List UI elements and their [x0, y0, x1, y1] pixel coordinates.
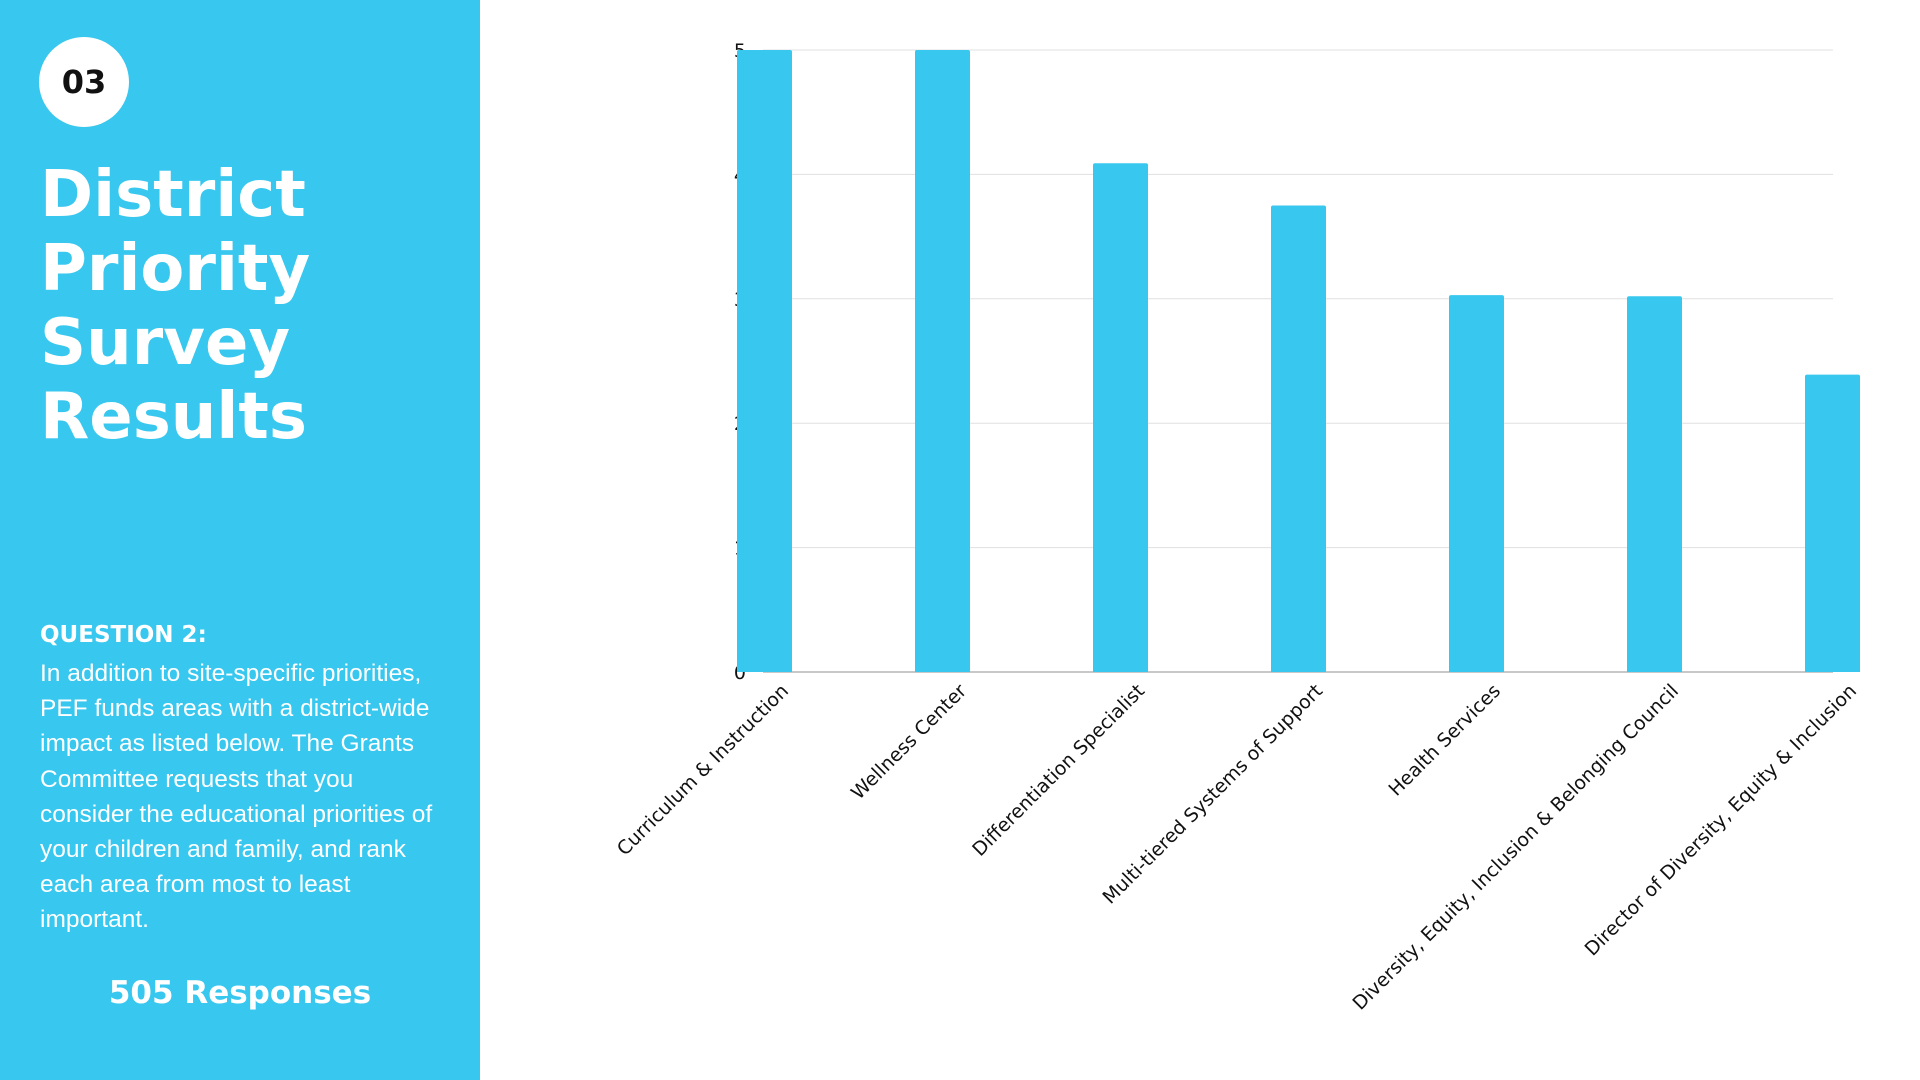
page-title: District Priority Survey Results: [40, 158, 311, 454]
bar: [737, 50, 792, 672]
section-number-badge: 03: [39, 37, 129, 127]
x-tick-label: Multi-tiered Systems of Support: [1099, 680, 1328, 909]
section-number: 03: [61, 63, 107, 101]
x-tick-label: Director of Diversity, Equity & Inclusio…: [1581, 680, 1861, 960]
bar: [1271, 205, 1326, 672]
bar: [915, 50, 970, 672]
response-count: 505 Responses: [108, 975, 372, 1011]
bar: [1805, 374, 1860, 672]
sidebar-panel: 03 District Priority Survey Results QUES…: [0, 0, 480, 1080]
bar: [1449, 295, 1504, 672]
bar: [1093, 163, 1148, 673]
bar: [1627, 296, 1682, 672]
x-tick-label: Curriculum & Instruction: [613, 680, 793, 860]
x-tick-label: Health Services: [1384, 680, 1505, 801]
x-tick-label: Wellness Center: [847, 680, 971, 804]
x-tick-label: Differentiation Specialist: [968, 680, 1149, 861]
question-text: In addition to site-specific priorities,…: [40, 660, 433, 934]
x-tick-label: Diversity, Equity, Inclusion & Belonging…: [1349, 680, 1683, 1014]
question-heading: QUESTION 2:: [40, 622, 207, 648]
